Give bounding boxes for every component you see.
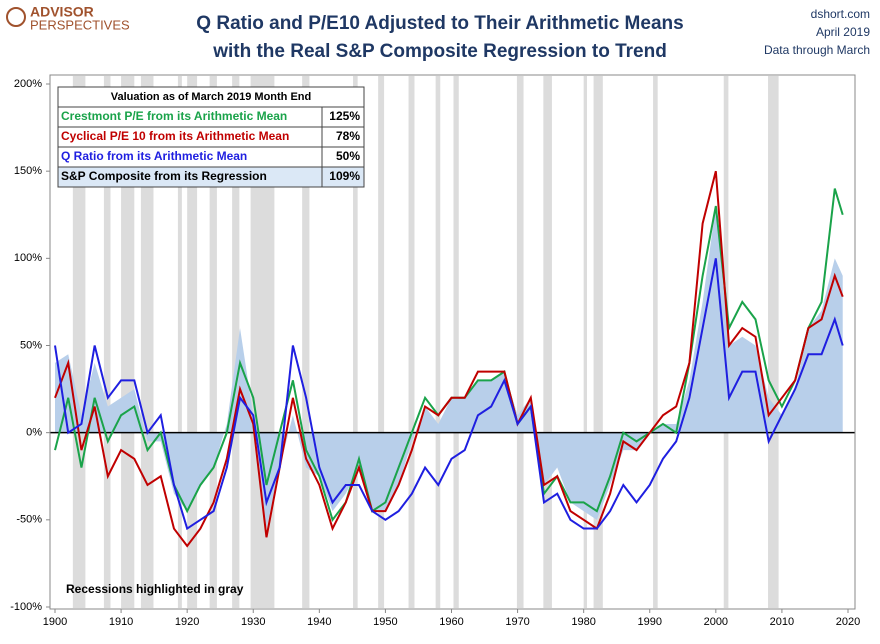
data-note: Data through March — [764, 43, 870, 57]
y-tick-label: -50% — [16, 514, 42, 526]
recession-band — [453, 76, 459, 608]
legend-label: Cyclical P/E 10 from its Arithmetic Mean — [61, 129, 289, 143]
recession-band — [408, 76, 415, 608]
recession-band — [543, 76, 552, 608]
line — [54, 258, 844, 531]
annotation: Recessions highlighted in gray — [66, 582, 244, 596]
recession-band — [583, 76, 587, 608]
x-tick-label: 2000 — [704, 616, 728, 628]
recession-band — [353, 76, 358, 608]
recession-band — [302, 76, 310, 608]
x-tick-label: 1920 — [175, 616, 199, 628]
recession-band — [140, 76, 154, 608]
table-title: Valuation as of March 2019 Month End — [111, 91, 311, 103]
x-tick-label: 1950 — [373, 616, 397, 628]
y-tick-label: -100% — [10, 601, 42, 613]
recession-band — [187, 76, 198, 608]
recession-band — [209, 76, 217, 608]
logo-icon — [6, 7, 26, 27]
table-value: 50% — [336, 149, 360, 163]
table-value: 109% — [329, 169, 360, 183]
date: April 2019 — [816, 25, 870, 39]
recession-band — [435, 76, 441, 608]
recession-band — [103, 76, 111, 608]
y-tick-label: 50% — [20, 339, 42, 351]
legend-label: S&P Composite from its Regression — [61, 169, 267, 183]
x-tick-label: 1930 — [241, 616, 265, 628]
line — [54, 170, 844, 548]
x-tick-label: 1990 — [638, 616, 662, 628]
recession-band — [378, 76, 385, 608]
y-tick-label: 100% — [14, 252, 42, 264]
x-tick-label: 1910 — [109, 616, 133, 628]
x-tick-label: 1970 — [505, 616, 529, 628]
chart-title: Q Ratio and P/E10 Adjusted to Their Arit… — [196, 13, 683, 34]
recession-band — [177, 76, 182, 608]
recession-band — [653, 76, 658, 608]
recession-band — [232, 76, 240, 608]
source: dshort.com — [811, 7, 870, 21]
table-row — [57, 166, 365, 188]
chart-subtitle: with the Real S&P Composite Regression t… — [212, 41, 667, 62]
x-tick-label: 1960 — [439, 616, 463, 628]
recession-band — [121, 76, 135, 608]
logo-text: ADVISOR — [30, 4, 94, 20]
table-value: 125% — [329, 109, 360, 123]
x-tick-label: 1940 — [307, 616, 331, 628]
recession-band — [72, 76, 86, 608]
y-tick-label: 200% — [14, 78, 42, 90]
x-tick-label: 1980 — [571, 616, 595, 628]
y-tick-label: 0% — [26, 427, 42, 439]
recession-band — [768, 76, 779, 608]
legend-label: Q Ratio from its Arithmetic Mean — [61, 149, 247, 163]
y-tick-label: 150% — [14, 165, 42, 177]
legend-label: Crestmont P/E from its Arithmetic Mean — [61, 109, 287, 123]
logo-text: PERSPECTIVES — [30, 17, 130, 32]
recession-band — [516, 76, 524, 608]
plot-frame — [49, 74, 856, 610]
x-tick-label: 2010 — [770, 616, 794, 628]
recession-band — [593, 76, 603, 608]
x-tick-label: 1900 — [43, 616, 67, 628]
x-tick-label: 2020 — [836, 616, 860, 628]
table-value: 78% — [336, 129, 360, 143]
